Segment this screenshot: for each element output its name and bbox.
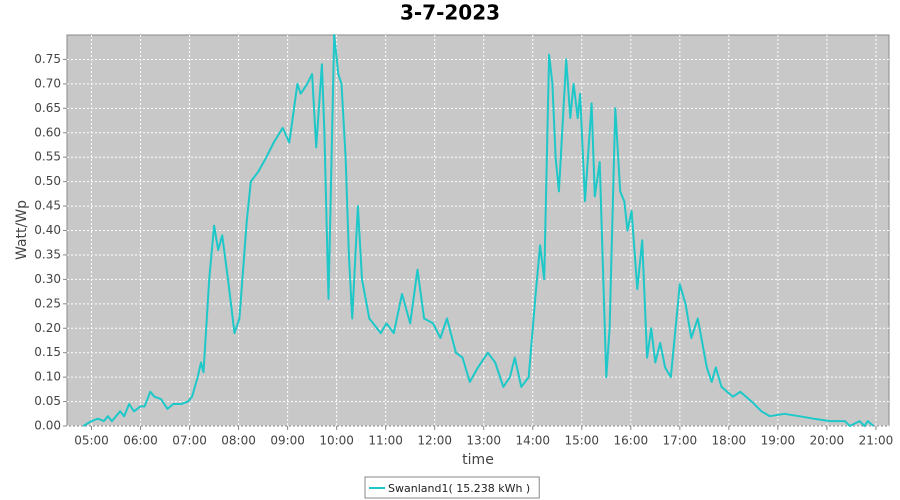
x-tick-label: 05:00 [74,434,109,448]
y-tick-label: 0.40 [34,223,61,237]
x-tick-label: 19:00 [761,434,796,448]
x-tick-label: 17:00 [663,434,698,448]
x-tick-label: 18:00 [712,434,747,448]
x-tick-label: 09:00 [270,434,305,448]
x-axis-label: time [462,452,494,468]
x-tick-label: 10:00 [319,434,354,448]
legend: Swanland1( 15.238 kWh ) [364,476,540,499]
x-tick-label: 20:00 [810,434,845,448]
y-tick-label: 0.25 [34,296,61,310]
y-tick-label: 0.50 [34,174,61,188]
y-tick-label: 0.10 [34,370,61,384]
y-tick-label: 0.75 [34,52,61,66]
x-tick-label: 07:00 [172,434,207,448]
y-tick-label: 0.30 [34,272,61,286]
y-tick-label: 0.05 [34,394,61,408]
x-tick-label: 16:00 [614,434,649,448]
y-tick-label: 0.65 [34,101,61,115]
y-tick-label: 0.35 [34,247,61,261]
y-tick-label: 0.20 [34,321,61,335]
y-tick-label: 0.60 [34,125,61,139]
x-tick-label: 21:00 [859,434,894,448]
y-tick-label: 0.00 [34,419,61,433]
x-tick-label: 15:00 [564,434,599,448]
chart-title: 3-7-2023 [400,1,500,25]
x-tick-label: 13:00 [466,434,501,448]
x-tick-label: 11:00 [368,434,403,448]
x-tick-label: 12:00 [417,434,452,448]
x-tick-label: 08:00 [221,434,256,448]
x-tick-label: 06:00 [123,434,158,448]
legend-box [364,476,540,499]
y-tick-label: 0.55 [34,150,61,164]
legend-label: Swanland1( 15.238 kWh ) [388,482,530,495]
y-tick-label: 0.45 [34,199,61,213]
series-line [82,34,875,427]
y-tick-label: 0.15 [34,345,61,359]
y-tick-label: 0.70 [34,76,61,90]
x-tick-label: 14:00 [515,434,550,448]
y-axis-label: Watt/Wp [14,200,30,260]
